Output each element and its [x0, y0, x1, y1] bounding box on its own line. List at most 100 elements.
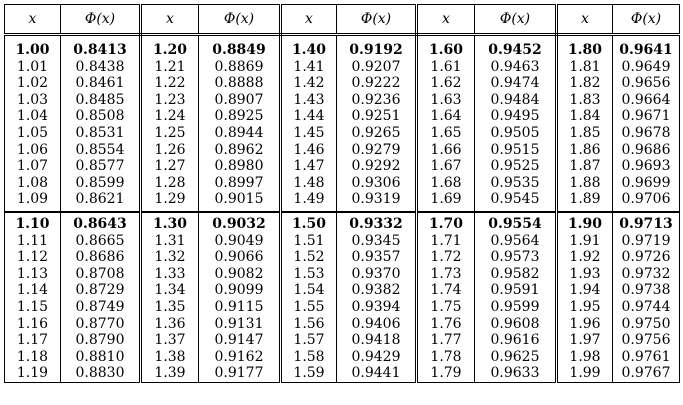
cell-phi: 0.8708: [60, 265, 142, 283]
cell-phi: 0.8997: [198, 174, 282, 192]
table-row: 1.08 0.8599 1.28 0.8997 1.48 0.9306 1.68 0.9535…: [4, 174, 680, 192]
cell-x: 1.98: [556, 348, 613, 366]
cell-phi: 0.8888: [198, 75, 282, 92]
cell-x: 1.32: [140, 249, 199, 266]
cell-phi: 0.9082: [198, 265, 282, 283]
cell-phi: 0.9265: [336, 124, 418, 142]
cell-x: 1.40: [280, 34, 337, 59]
table-row: 1.09 0.8621 1.29 0.9015 1.49 0.9319 1.69 0.9545…: [4, 191, 680, 213]
cell-x: 1.05: [4, 124, 61, 142]
cell-phi: 0.8925: [198, 108, 282, 125]
cell-phi: 0.9713: [612, 211, 680, 233]
cell-x: 1.00: [4, 34, 61, 59]
cell-x: 1.78: [416, 348, 475, 366]
cell-phi: 0.8980: [198, 158, 282, 175]
cell-phi: 0.9306: [336, 174, 418, 192]
cell-phi: 0.9147: [198, 332, 282, 349]
cell-phi: 0.9452: [474, 34, 558, 59]
header-row: x Φ(x) x Φ(x) x Φ(x) x Φ(x) x Φ(x): [4, 4, 680, 36]
cell-x: 1.33: [140, 265, 199, 283]
table-row: 1.00 0.8413 1.20 0.8849 1.40 0.9192 1.60 0.9452…: [4, 34, 680, 59]
cell-x: 1.52: [280, 249, 337, 266]
cell-phi: 0.9032: [198, 211, 282, 233]
cell-phi: 0.8907: [198, 91, 282, 109]
cell-phi: 0.9582: [474, 265, 558, 283]
table-body: 1.00 0.8413 1.20 0.8849 1.40 0.9192 1.60 0.9452…: [4, 34, 680, 383]
cell-phi: 0.8621: [60, 191, 142, 213]
cell-phi: 0.9761: [612, 348, 680, 366]
cell-x: 1.94: [556, 282, 613, 299]
cell-x: 1.18: [4, 348, 61, 366]
cell-x: 1.55: [280, 298, 337, 316]
cell-x: 1.45: [280, 124, 337, 142]
cell-x: 1.59: [280, 365, 337, 383]
cell-phi: 0.9686: [612, 141, 680, 159]
table-row: 1.13 0.8708 1.33 0.9082 1.53 0.9370 1.73 0.9582…: [4, 265, 680, 283]
cell-x: 1.60: [416, 34, 475, 59]
table-row: 1.04 0.8508 1.24 0.8925 1.44 0.9251 1.64 0.9495…: [4, 108, 680, 125]
cell-phi: 0.9382: [336, 282, 418, 299]
cell-x: 1.12: [4, 249, 61, 266]
cell-x: 1.56: [280, 315, 337, 333]
cell-x: 1.14: [4, 282, 61, 299]
cell-phi: 0.9744: [612, 298, 680, 316]
cell-x: 1.22: [140, 75, 199, 92]
cell-phi: 0.8413: [60, 34, 142, 59]
table-row: 1.11 0.8665 1.31 0.9049 1.51 0.9345 1.71 0.9564…: [4, 232, 680, 250]
cell-phi: 0.8749: [60, 298, 142, 316]
cell-phi: 0.9505: [474, 124, 558, 142]
cell-phi: 0.9115: [198, 298, 282, 316]
cell-phi: 0.9319: [336, 191, 418, 213]
cell-x: 1.89: [556, 191, 613, 213]
cell-phi: 0.9370: [336, 265, 418, 283]
cell-phi: 0.8577: [60, 158, 142, 175]
col-header-x: x: [280, 4, 337, 36]
cell-x: 1.73: [416, 265, 475, 283]
cell-x: 1.80: [556, 34, 613, 59]
cell-x: 1.25: [140, 124, 199, 142]
cell-x: 1.41: [280, 58, 337, 76]
cell-phi: 0.9015: [198, 191, 282, 213]
cell-x: 1.88: [556, 174, 613, 192]
cell-x: 1.93: [556, 265, 613, 283]
cell-x: 1.09: [4, 191, 61, 213]
cell-phi: 0.9279: [336, 141, 418, 159]
cell-x: 1.15: [4, 298, 61, 316]
cell-x: 1.17: [4, 332, 61, 349]
cell-x: 1.77: [416, 332, 475, 349]
table-row: 1.12 0.8686 1.32 0.9066 1.52 0.9357 1.72 0.9573…: [4, 249, 680, 266]
cell-phi: 0.9693: [612, 158, 680, 175]
cell-x: 1.06: [4, 141, 61, 159]
cell-phi: 0.9418: [336, 332, 418, 349]
cell-phi: 0.8554: [60, 141, 142, 159]
cell-x: 1.99: [556, 365, 613, 383]
cell-x: 1.65: [416, 124, 475, 142]
cell-phi: 0.8686: [60, 249, 142, 266]
cell-x: 1.23: [140, 91, 199, 109]
cell-x: 1.85: [556, 124, 613, 142]
cell-phi: 0.9756: [612, 332, 680, 349]
cell-x: 1.76: [416, 315, 475, 333]
cell-phi: 0.9719: [612, 232, 680, 250]
cell-phi: 0.9292: [336, 158, 418, 175]
cell-phi: 0.9649: [612, 58, 680, 76]
col-header-phi: Φ(x): [612, 4, 680, 36]
cell-phi: 0.9545: [474, 191, 558, 213]
cell-x: 1.19: [4, 365, 61, 383]
cell-phi: 0.9484: [474, 91, 558, 109]
table-row: 1.19 0.8830 1.39 0.9177 1.59 0.9441 1.79 0.9633…: [4, 365, 680, 383]
cell-phi: 0.9177: [198, 365, 282, 383]
cell-x: 1.49: [280, 191, 337, 213]
cell-phi: 0.9726: [612, 249, 680, 266]
cell-phi: 0.8485: [60, 91, 142, 109]
cell-x: 1.57: [280, 332, 337, 349]
cell-phi: 0.9554: [474, 211, 558, 233]
cell-phi: 0.9564: [474, 232, 558, 250]
cell-phi: 0.9099: [198, 282, 282, 299]
cell-phi: 0.9767: [612, 365, 680, 383]
cell-x: 1.48: [280, 174, 337, 192]
cell-x: 1.62: [416, 75, 475, 92]
cell-phi: 0.9591: [474, 282, 558, 299]
cell-phi: 0.8830: [60, 365, 142, 383]
col-header-phi: Φ(x): [474, 4, 558, 36]
